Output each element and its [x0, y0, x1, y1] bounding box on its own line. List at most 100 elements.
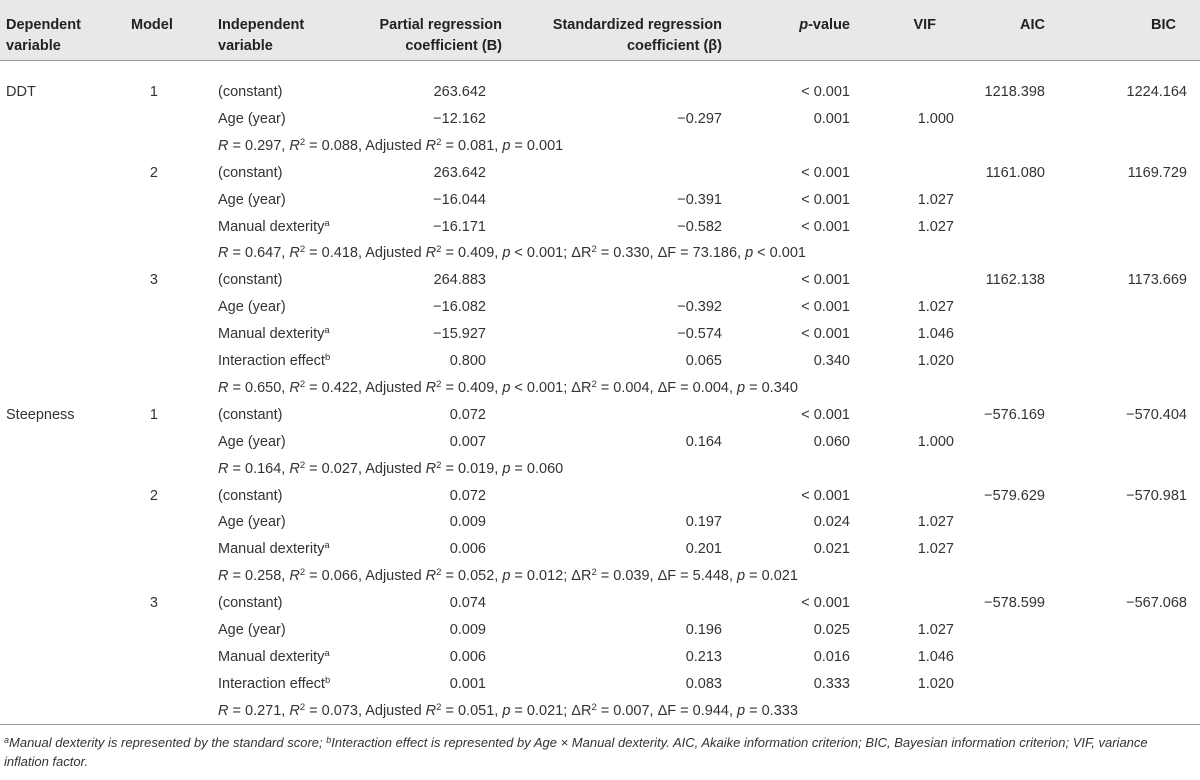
b-coefficient-cell-text: 0.009 [449, 514, 486, 531]
beta-coefficient-cell: −0.297 [677, 106, 722, 133]
fit-stat-text: < 0.001 [753, 245, 806, 262]
b-coefficient-cell: 0.001 [450, 671, 486, 698]
fit-stat-text: = 0.647, [228, 245, 290, 262]
beta-coefficient-cell: 0.065 [686, 348, 722, 375]
bic-cell: −570.981 [1126, 483, 1187, 510]
table-row: Manual dexteritya −15.927 −0.574 < 0.001 1.0… [0, 321, 1200, 348]
fit-stat-text: R [218, 702, 229, 719]
p-value-cell-text: < 0.001 [801, 595, 850, 612]
model-cell-text: 2 [149, 164, 158, 181]
independent-variable-cell: Age (year) [218, 509, 286, 536]
model-cell: 2 [150, 160, 158, 187]
fit-stat-text: 2 [299, 567, 306, 579]
vif-cell: 1.027 [918, 617, 954, 644]
header-aic: AIC [1020, 17, 1045, 33]
fit-stat-text: 2 [436, 701, 442, 713]
beta-coefficient-cell: 0.164 [686, 429, 722, 456]
fit-stat-text: 2 [591, 567, 597, 579]
independent-variable-cell: (constant) [218, 402, 282, 429]
fit-stat-text: p [737, 702, 746, 719]
p-value-cell: 0.016 [814, 644, 850, 671]
b-coefficient-cell: 0.006 [450, 536, 486, 563]
fit-stat-text: = 0.066, Adjusted [305, 568, 426, 585]
p-value-cell: < 0.001 [801, 402, 850, 429]
vif-cell-text: 1.027 [917, 622, 954, 638]
beta-coefficient-cell: 0.197 [686, 509, 722, 536]
bic-cell: −570.404 [1126, 402, 1187, 429]
independent-variable-cell-text: (constant) [218, 595, 283, 612]
bic-cell-text: −570.981 [1126, 487, 1187, 504]
p-value-cell: 0.021 [814, 536, 850, 563]
model-summary-row: R = 0.164, R2 = 0.027, Adjusted R2 = 0.0… [0, 456, 1200, 483]
b-coefficient-cell: 0.007 [450, 429, 486, 456]
independent-variable-cell: Age (year) [218, 429, 286, 456]
beta-coefficient-cell-text: −0.392 [677, 299, 722, 316]
fit-stat-text: 2 [299, 136, 306, 148]
fit-stat-text: < 0.001; ΔR [510, 245, 592, 262]
table-row: DDT 1 (constant) 263.642 < 0.001 1218.398 1224… [0, 79, 1200, 106]
independent-variable-cell: (constant) [218, 267, 282, 294]
aic-cell-text: −579.629 [984, 487, 1045, 504]
independent-variable-cell-text: Manual dexterity [218, 326, 325, 343]
p-value-cell-text: 0.025 [813, 622, 850, 638]
fit-stat-text: 2 [436, 244, 442, 256]
table-row: 2 (constant) 263.642 < 0.001 1161.080 1169.72… [0, 160, 1200, 187]
b-coefficient-cell-text: 0.800 [449, 353, 486, 369]
footnote-marker: a [324, 540, 330, 552]
fit-stat-text: = 0.258, [228, 568, 290, 585]
model-fit-statistics: R = 0.647, R2 = 0.418, Adjusted R2 = 0.4… [218, 240, 806, 267]
independent-variable-cell: Manual dexteritya [218, 214, 330, 241]
table-bottom-rule [0, 724, 1200, 725]
model-cell: 3 [150, 590, 158, 617]
b-coefficient-cell-text: −16.082 [433, 299, 486, 316]
independent-variable-cell: Manual dexteritya [218, 644, 330, 671]
beta-coefficient-cell: 0.083 [686, 671, 722, 698]
vif-cell-text: 1.046 [917, 326, 954, 343]
b-coefficient-cell: 264.883 [434, 267, 486, 294]
b-coefficient-cell: 0.074 [450, 590, 486, 617]
b-coefficient-cell-text: 264.883 [433, 272, 486, 289]
b-coefficient-cell-text: 0.072 [449, 487, 486, 504]
p-value-cell-text: 0.340 [813, 353, 850, 369]
independent-variable-cell: (constant) [218, 160, 282, 187]
fit-stat-text: = 0.007, ΔF = 0.944, [596, 702, 738, 719]
fit-stat-text: R [425, 137, 437, 154]
footnote-text-a: Manual dexterity is represented by the s… [9, 735, 327, 750]
model-cell: 3 [150, 267, 158, 294]
b-coefficient-cell: −16.171 [433, 214, 486, 241]
vif-cell-text: 1.027 [917, 541, 954, 558]
model-cell-text: 3 [149, 272, 158, 289]
bic-cell-text: −570.404 [1126, 406, 1187, 423]
fit-stat-text: = 0.164, [228, 460, 290, 477]
vif-cell: 1.046 [918, 644, 954, 671]
fit-stat-text: = 0.650, [228, 379, 290, 396]
fit-stat-text: R [425, 460, 437, 477]
table-row: Age (year) 0.009 0.197 0.024 1.027 [0, 509, 1200, 536]
b-coefficient-cell: −16.082 [433, 294, 486, 321]
p-value-cell: < 0.001 [801, 590, 850, 617]
p-value-cell: 0.340 [814, 348, 850, 375]
b-coefficient-cell: 0.006 [450, 644, 486, 671]
independent-variable-cell-text: Interaction effect [218, 353, 325, 369]
fit-stat-text: p [502, 702, 511, 719]
fit-stat-text: = 0.021; ΔR [510, 702, 592, 719]
independent-variable-cell-text: Age (year) [218, 110, 286, 127]
fit-stat-text: = 0.039, ΔF = 5.448, [596, 568, 738, 585]
footnote-marker: a [324, 217, 330, 229]
beta-coefficient-cell-text: 0.213 [685, 648, 722, 665]
fit-stat-text: = 0.297, [228, 137, 290, 154]
fit-stat-text: p [502, 137, 511, 154]
table-row: Interaction effectb 0.001 0.083 0.333 1.020 [0, 671, 1200, 698]
table-row: Manual dexteritya 0.006 0.201 0.021 1.027 [0, 536, 1200, 563]
footnote-marker: b [324, 352, 331, 363]
beta-coefficient-cell-text: 0.197 [685, 514, 722, 531]
b-coefficient-cell: −15.927 [433, 321, 486, 348]
independent-variable-cell: Manual dexteritya [218, 321, 330, 348]
vif-cell: 1.000 [918, 106, 954, 133]
b-coefficient-cell: 0.072 [450, 483, 486, 510]
p-value-cell: < 0.001 [801, 483, 850, 510]
table-row: Interaction effectb 0.800 0.065 0.340 1.020 [0, 348, 1200, 375]
beta-coefficient-cell: −0.391 [677, 187, 722, 214]
table-row: 3 (constant) 0.074 < 0.001 −578.599 −567.068 [0, 590, 1200, 617]
fit-stat-text: p [737, 568, 746, 585]
